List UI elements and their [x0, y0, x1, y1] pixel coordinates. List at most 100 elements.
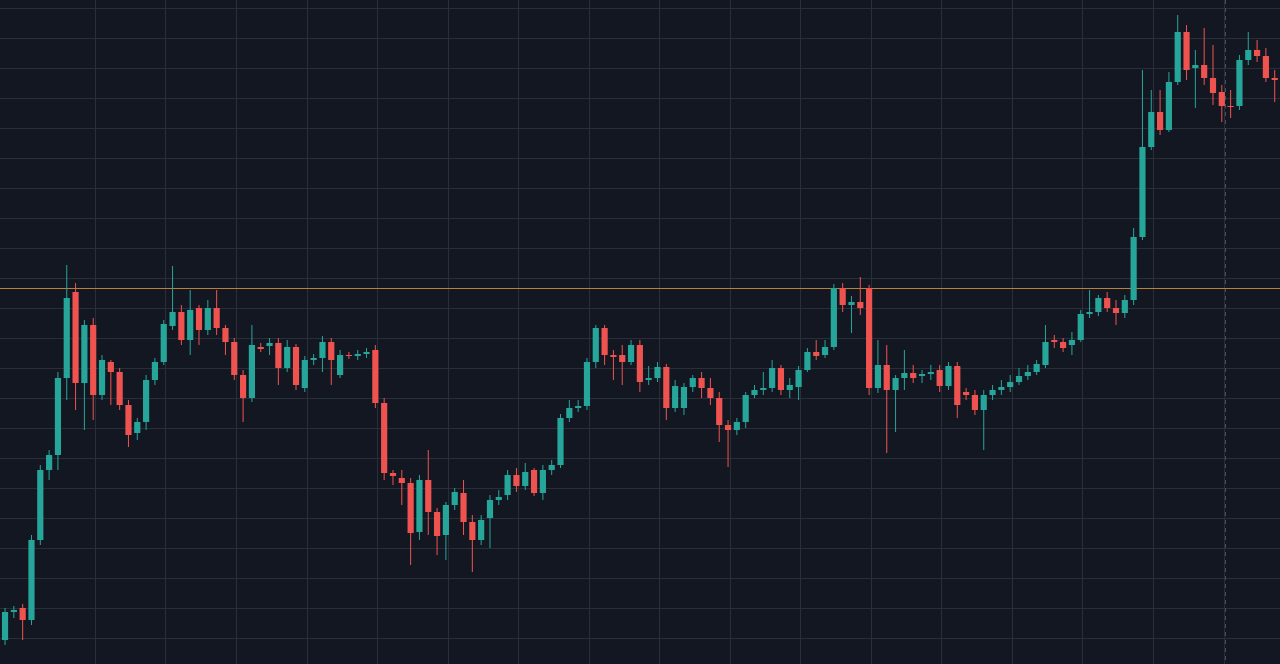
candle-body — [495, 497, 502, 500]
candle-body — [654, 367, 661, 378]
candle-body — [363, 352, 370, 354]
candle-body — [310, 358, 317, 360]
candle-body — [918, 374, 926, 376]
candle-body — [998, 387, 1005, 390]
candle-body — [698, 378, 705, 388]
candle-body — [63, 298, 70, 378]
candle-body — [451, 492, 458, 505]
candle-body — [328, 342, 335, 360]
candle-body — [1051, 340, 1058, 342]
candle-body — [319, 342, 326, 358]
candle-body — [707, 388, 714, 398]
candle-body — [107, 362, 114, 372]
candle-body — [1068, 340, 1075, 345]
candle-body — [989, 390, 996, 395]
candle-body — [530, 470, 538, 493]
candle-body — [592, 328, 599, 362]
candle-body — [72, 292, 79, 383]
candle-body — [901, 373, 908, 378]
candle-body — [1156, 112, 1164, 130]
candle-body — [980, 395, 987, 410]
candle-body — [522, 472, 529, 486]
candle-body — [601, 328, 608, 355]
candle-body — [786, 385, 793, 390]
candle-body — [372, 350, 379, 403]
candle-body — [1121, 300, 1128, 313]
candle-body — [1236, 60, 1243, 106]
candle-body — [689, 378, 696, 387]
candle-body — [795, 370, 802, 387]
candle-body — [160, 324, 167, 362]
candle-body — [724, 425, 732, 430]
candle-body — [910, 373, 917, 378]
candle-body — [892, 378, 899, 390]
candle-body — [716, 398, 723, 425]
candle-body — [478, 520, 485, 540]
candle-body — [1218, 92, 1225, 106]
candle-body — [195, 308, 203, 330]
candle-body — [848, 302, 855, 305]
candle-body — [336, 355, 344, 375]
candle-body — [1253, 50, 1261, 56]
candle-body — [839, 288, 846, 305]
candle-body — [504, 475, 511, 495]
candle-body — [610, 355, 617, 357]
candle-body — [1192, 65, 1199, 68]
candle-body — [636, 345, 643, 382]
candle-body — [187, 310, 194, 340]
candle-body — [769, 368, 776, 388]
candle-body — [1209, 78, 1217, 93]
candle-body — [407, 483, 414, 533]
candle-body — [222, 328, 229, 342]
candle-body — [663, 367, 670, 408]
candle-body — [151, 362, 159, 380]
candle-body — [1095, 298, 1102, 312]
candle-body — [813, 352, 820, 356]
candle-body — [821, 347, 829, 355]
candle-body — [46, 455, 53, 470]
candle-body — [425, 480, 432, 512]
candle-body — [90, 325, 97, 395]
candle-body — [548, 465, 555, 470]
candle-body — [672, 386, 679, 408]
candle-body — [566, 408, 573, 418]
candle-body — [1245, 50, 1252, 60]
candle-body — [469, 522, 476, 540]
candle-body — [760, 388, 767, 390]
candle-body — [134, 422, 141, 433]
candle-body — [204, 308, 211, 330]
candle-body — [19, 608, 26, 620]
candle-body — [1201, 65, 1208, 78]
candle-body — [927, 372, 934, 374]
candle-body — [539, 470, 546, 493]
candle-body — [1112, 308, 1120, 313]
candle-body — [1024, 372, 1031, 376]
candle-body — [178, 312, 185, 340]
candle-body — [398, 478, 405, 483]
candle-body — [416, 480, 423, 532]
candle-body — [733, 422, 740, 430]
candle-body — [1139, 147, 1146, 237]
candle-body — [1060, 342, 1067, 348]
candle-body — [1174, 32, 1181, 82]
candle-body — [301, 360, 308, 388]
candle-body — [433, 512, 441, 536]
candle-body — [98, 360, 106, 395]
candle-body — [513, 475, 520, 486]
candle-body — [54, 378, 62, 455]
candle-body — [345, 355, 352, 356]
candle-body — [1042, 342, 1049, 365]
candle-body — [627, 345, 635, 362]
candle-body — [804, 352, 811, 370]
candle-body — [583, 362, 591, 406]
candle-body — [143, 380, 150, 422]
candle-body — [37, 470, 44, 540]
candle-body — [231, 342, 238, 375]
candle-body — [275, 343, 282, 368]
candle-body — [1262, 56, 1269, 78]
candle-body — [963, 392, 970, 395]
candle-body — [619, 355, 626, 362]
